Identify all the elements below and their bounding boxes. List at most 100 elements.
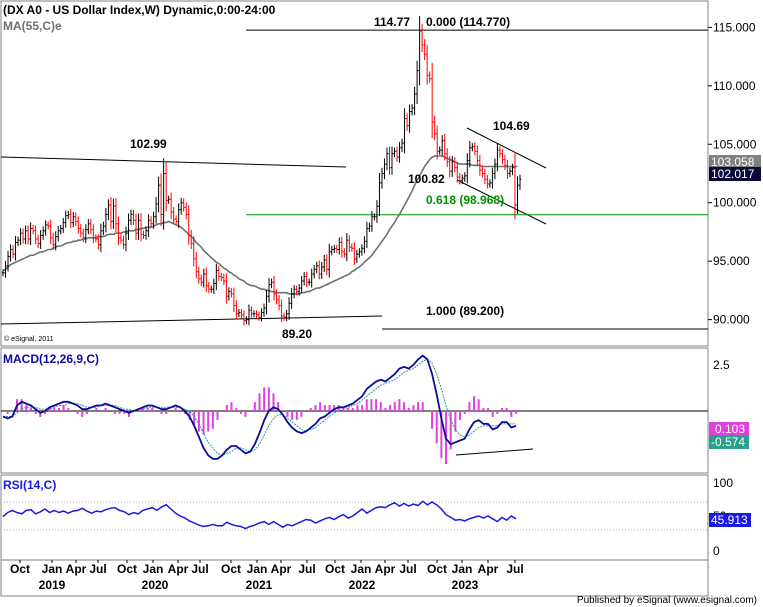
price-bar bbox=[222, 273, 226, 286]
price-bar bbox=[448, 156, 451, 177]
price-bar bbox=[498, 146, 502, 158]
price-bar bbox=[491, 167, 494, 189]
price-bar bbox=[21, 228, 25, 244]
price-bar bbox=[365, 221, 369, 249]
price-bar bbox=[192, 236, 195, 267]
price-bar bbox=[285, 309, 288, 322]
macd-tick-label: 2.5 bbox=[713, 358, 730, 372]
price-bar bbox=[242, 310, 246, 326]
last-value-text: 102.017 bbox=[711, 167, 755, 181]
price-bar bbox=[11, 245, 15, 259]
fib0-label: 0.000 (114.770) bbox=[426, 15, 510, 29]
price-bar bbox=[508, 167, 512, 178]
price-bar bbox=[295, 285, 298, 296]
price-bar bbox=[250, 306, 253, 318]
price-bar bbox=[428, 71, 431, 83]
price-bar bbox=[202, 268, 205, 288]
macd-label: MACD(12,26,9,C) bbox=[3, 352, 99, 366]
price-bar bbox=[405, 113, 409, 131]
price-bar bbox=[255, 310, 258, 319]
price-bar bbox=[413, 86, 416, 116]
macd-value-box bbox=[709, 435, 749, 449]
price-bar bbox=[49, 219, 52, 245]
time-axis bbox=[0, 559, 709, 597]
price-bar bbox=[235, 300, 238, 320]
channel-lower-line bbox=[456, 179, 547, 225]
price-bar bbox=[435, 125, 439, 160]
price-bar bbox=[107, 199, 110, 221]
macd-line bbox=[2, 354, 517, 460]
price-bar bbox=[400, 138, 404, 153]
price-bar bbox=[154, 197, 158, 224]
price-bar bbox=[277, 295, 281, 311]
price-bar bbox=[433, 115, 436, 141]
price-bar bbox=[129, 209, 133, 225]
price-bar bbox=[290, 288, 293, 309]
price-bar bbox=[415, 60, 419, 104]
price-tick-label: 100.000 bbox=[713, 196, 757, 210]
price-bar bbox=[501, 148, 504, 165]
price-bar bbox=[137, 213, 140, 240]
price-bar bbox=[425, 45, 429, 85]
chart-title: (DX A0 - US Dollar Index,W) Dynamic,0:00… bbox=[3, 3, 276, 17]
price-bar bbox=[159, 173, 163, 227]
price-tick-label: 110.000 bbox=[713, 79, 756, 93]
month-label: Oct bbox=[325, 562, 345, 576]
price-bar bbox=[169, 192, 173, 219]
price-bar bbox=[134, 213, 138, 240]
price-bar bbox=[313, 265, 316, 279]
rsi-line bbox=[2, 500, 517, 530]
price-bar bbox=[378, 172, 381, 217]
price-bar bbox=[207, 281, 210, 294]
month-label: Jan bbox=[42, 562, 63, 576]
price-bar bbox=[456, 161, 459, 183]
price-bar bbox=[212, 278, 216, 294]
month-label: Jul bbox=[506, 562, 523, 576]
rsi-tick-label: 100 bbox=[713, 476, 733, 490]
price-bar bbox=[438, 146, 441, 155]
price-bar bbox=[257, 311, 261, 321]
price-bar bbox=[516, 176, 519, 214]
ma55-line bbox=[2, 155, 518, 295]
price-panel bbox=[0, 0, 709, 347]
month-label: Jul bbox=[191, 562, 208, 576]
price-tick-label: 115.000 bbox=[713, 20, 756, 34]
price-bar bbox=[92, 224, 95, 244]
price-bar bbox=[345, 233, 349, 262]
price-bar bbox=[240, 308, 243, 319]
rsi-label: RSI(14,C) bbox=[3, 478, 56, 492]
price-bar bbox=[114, 198, 118, 232]
price-bar bbox=[503, 154, 507, 170]
price-bar bbox=[513, 153, 517, 220]
price-bar bbox=[34, 225, 37, 245]
price-bar bbox=[496, 142, 499, 172]
last-value-box bbox=[709, 167, 761, 181]
price-bar bbox=[79, 224, 83, 238]
month-label: Jul bbox=[399, 562, 416, 576]
price-bar bbox=[16, 236, 20, 247]
price-bar bbox=[265, 289, 268, 315]
month-label: Oct bbox=[10, 562, 30, 576]
price-bar bbox=[9, 244, 12, 262]
fib618-label: 0.618 (98.968) bbox=[426, 193, 504, 207]
price-bar bbox=[44, 220, 47, 236]
price-bar bbox=[323, 254, 326, 273]
price-bar bbox=[300, 276, 303, 294]
price-bar bbox=[353, 242, 356, 265]
price-bar bbox=[217, 265, 221, 282]
price-bar bbox=[333, 244, 336, 253]
price-bar bbox=[164, 162, 168, 212]
price-bar bbox=[1, 269, 5, 277]
price-bar bbox=[375, 200, 379, 223]
price-bar bbox=[74, 212, 77, 226]
price-bar bbox=[423, 39, 426, 60]
year-label: 2020 bbox=[142, 578, 169, 592]
price-tick-label: 90.000 bbox=[713, 313, 750, 327]
price-bar bbox=[31, 224, 35, 235]
price-bar bbox=[127, 213, 130, 240]
price-bar bbox=[473, 142, 477, 156]
price-bar bbox=[84, 224, 88, 244]
price-bar bbox=[340, 236, 344, 258]
price-bar bbox=[453, 157, 456, 173]
price-bar bbox=[325, 254, 328, 276]
